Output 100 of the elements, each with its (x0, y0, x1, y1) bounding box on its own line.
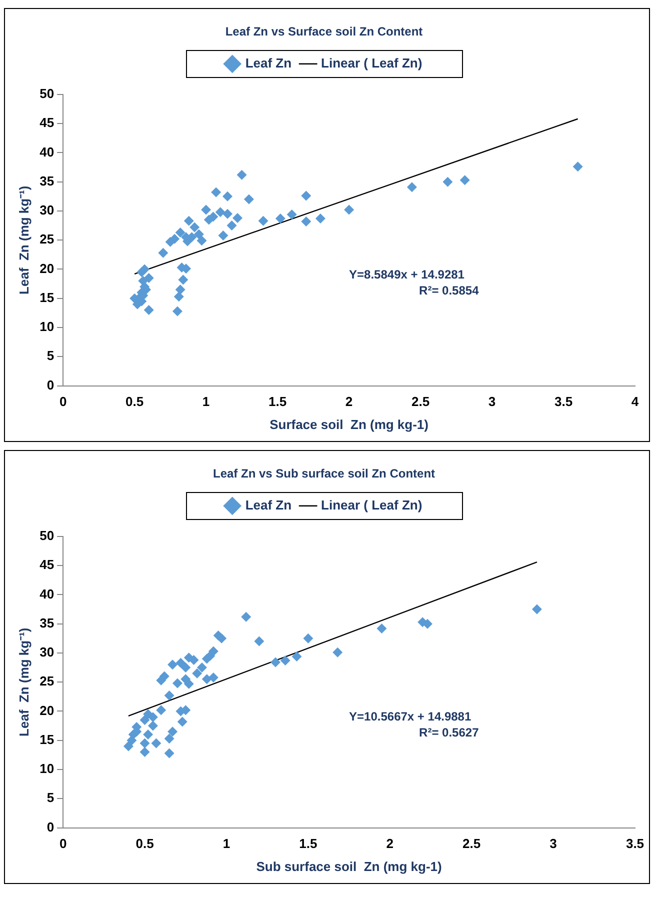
point (156, 705, 166, 716)
point (140, 264, 150, 274)
y-tick-label: 25 (40, 232, 54, 247)
x-tick-label: 1 (222, 836, 230, 852)
point (174, 292, 184, 302)
x-tick-label: 0 (59, 836, 67, 852)
x-tick-label: 0.5 (136, 836, 154, 852)
point (123, 741, 134, 752)
point (151, 738, 162, 748)
point (315, 214, 326, 224)
y-tick-label: 10 (40, 319, 54, 334)
point (301, 190, 312, 201)
point (196, 662, 207, 673)
point (140, 747, 150, 758)
x-tick-label: 3 (550, 836, 557, 852)
y-tick-label: 10 (40, 761, 54, 776)
y-tick-label: 40 (40, 144, 54, 160)
point (292, 651, 302, 662)
point (270, 657, 280, 668)
point (180, 662, 191, 673)
point (148, 720, 158, 731)
point (211, 187, 222, 198)
y-axis-title: Leaf Zn (mg kg⁻¹) (16, 186, 32, 294)
point (280, 656, 290, 666)
point (164, 690, 174, 701)
point (222, 208, 232, 219)
point (232, 212, 242, 223)
annotation: R²= 0.5854 (419, 283, 480, 298)
point (172, 678, 182, 688)
point (140, 738, 150, 748)
point (303, 633, 314, 644)
chart-title: Leaf Zn vs Sub surface soil Zn Content (212, 466, 436, 481)
point (184, 216, 194, 226)
x-axis-title: Sub surface soil Zn (mg kg-1) (256, 858, 442, 874)
point (144, 305, 154, 316)
point (178, 274, 188, 285)
x-tick-label: 3 (488, 394, 496, 410)
point (143, 730, 154, 740)
point (218, 230, 228, 240)
point (172, 306, 182, 316)
point (208, 646, 218, 656)
point (201, 204, 212, 215)
annotation: Y=10.5667x + 14.9881 (349, 709, 472, 724)
point (244, 194, 254, 204)
x-tick-label: 1 (202, 394, 210, 410)
point (188, 654, 199, 665)
point (177, 716, 188, 727)
point (460, 175, 470, 186)
point (442, 176, 453, 187)
point (190, 222, 200, 232)
point (301, 216, 312, 226)
x-tick-label: 0 (59, 394, 67, 410)
y-tick-label: 15 (40, 732, 54, 747)
x-axis-title: Surface soil Zn (mg kg-1) (270, 416, 428, 432)
y-axis-title: Leaf Zn (mg kg⁻¹) (16, 628, 32, 736)
y-tick-label: 35 (40, 615, 54, 630)
chart-title: Leaf Zn vs Surface soil Zn Content (225, 24, 423, 39)
y-tick-label: 40 (40, 586, 54, 602)
point (159, 671, 170, 682)
point (226, 220, 237, 231)
point (332, 647, 343, 658)
x-tick-label: 3.5 (626, 836, 644, 852)
y-tick-label: 15 (40, 290, 54, 305)
y-tick-label: 0 (46, 377, 54, 392)
y-tick-label: 5 (46, 348, 54, 364)
point (176, 658, 186, 668)
y-tick-label: 25 (40, 674, 54, 689)
point (175, 284, 186, 295)
point (275, 214, 286, 224)
y-tick-label: 50 (40, 528, 54, 543)
y-tick-label: 20 (40, 260, 54, 276)
y-tick-label: 20 (40, 702, 54, 718)
point (241, 612, 252, 622)
x-tick-label: 2 (345, 394, 353, 410)
point (236, 170, 247, 180)
point (258, 216, 268, 226)
x-tick-label: 4 (631, 394, 640, 410)
point (215, 207, 226, 218)
point (164, 734, 174, 744)
legend-label: Leaf Zn (245, 55, 292, 70)
point (572, 162, 583, 172)
point (286, 209, 297, 220)
y-tick-label: 45 (40, 557, 54, 572)
point (164, 748, 174, 758)
point (376, 623, 387, 634)
point (158, 248, 168, 258)
annotation: R²= 0.5627 (419, 725, 480, 740)
x-tick-label: 2.5 (462, 836, 481, 852)
y-tick-label: 30 (40, 202, 54, 218)
point (532, 604, 542, 614)
y-tick-label: 5 (46, 790, 54, 806)
point (254, 636, 264, 646)
legend-label: Linear ( Leaf Zn) (321, 55, 422, 70)
legend-label: Leaf Zn (245, 497, 292, 512)
point (216, 633, 227, 644)
y-tick-label: 50 (40, 86, 54, 101)
point (148, 712, 158, 722)
point (184, 678, 194, 689)
point (406, 182, 417, 192)
point (144, 272, 154, 283)
